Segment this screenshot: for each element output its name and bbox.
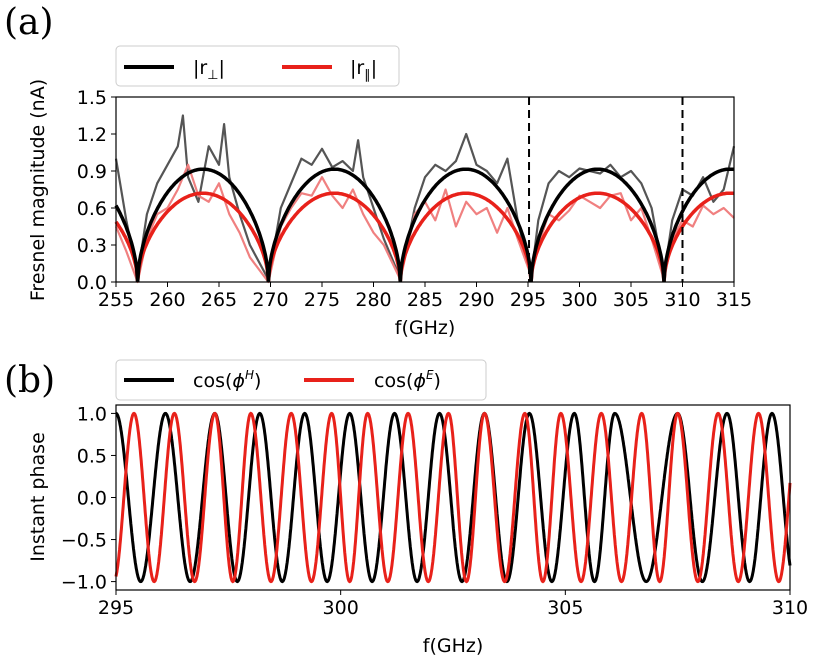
ytick-label-b-0: −1.0 xyxy=(61,572,107,594)
xtick-label-a-11: 310 xyxy=(664,289,700,311)
xticks-b: 295 300 305 310 xyxy=(98,590,808,619)
yticks-a: 0.0 0.3 0.6 0.9 1.2 1.5 xyxy=(77,87,116,294)
series-b-e xyxy=(114,411,792,584)
xtick-label-a-4: 275 xyxy=(304,289,340,311)
legend-b: cos(ϕH) cos(ϕE) xyxy=(115,359,487,401)
series-a-perp-model xyxy=(114,167,735,283)
axes-frame-a xyxy=(115,96,735,283)
xtick-label-a-0: 255 xyxy=(98,289,134,311)
xlabel-b: f(GHz) xyxy=(423,635,484,657)
legend-a-frame xyxy=(115,45,400,87)
xtick-label-a-8: 295 xyxy=(510,289,546,311)
series-a-par-model xyxy=(114,191,735,283)
series-a-2 xyxy=(114,114,736,281)
yticks-b: −1.0 −0.5 0.0 0.5 1.0 xyxy=(61,403,116,594)
legend-par-label: |r∥| xyxy=(350,57,377,83)
plot-area-a xyxy=(114,97,736,284)
xtick-label-a-6: 285 xyxy=(407,289,443,311)
xlabel-a: f(GHz) xyxy=(395,317,456,339)
ylabel-b: Instant phase xyxy=(27,432,49,562)
xtick-label-b-3: 310 xyxy=(772,597,808,619)
xtick-label-b-0: 295 xyxy=(98,597,134,619)
legend-b-frame xyxy=(115,359,487,401)
legend-h-label: cos(ϕH) xyxy=(193,368,261,392)
xtick-label-a-1: 260 xyxy=(149,289,185,311)
xtick-label-a-9: 300 xyxy=(561,289,597,311)
xtick-label-a-10: 305 xyxy=(613,289,649,311)
xtick-label-a-5: 280 xyxy=(355,289,391,311)
plot-area-b xyxy=(114,411,792,584)
panel-a-label: (a) xyxy=(4,2,54,43)
ytick-label-a-5: 1.5 xyxy=(77,87,107,109)
xtick-label-a-7: 290 xyxy=(458,289,494,311)
xticks-a: 255 260 265 270 275 280 285 290 295 300 305 310 315 xyxy=(98,282,752,311)
xtick-label-b-2: 305 xyxy=(547,597,583,619)
ytick-label-b-1: −0.5 xyxy=(61,530,107,552)
panel-b-label: (b) xyxy=(4,360,55,401)
ylabel-a: Fresnel magnitude (nA) xyxy=(27,79,49,301)
ytick-label-b-4: 1.0 xyxy=(77,403,107,425)
ytick-label-a-2: 0.6 xyxy=(77,198,107,220)
ytick-label-a-4: 1.2 xyxy=(77,124,107,146)
legend-e-label: cos(ϕE) xyxy=(374,368,441,392)
series-a-3 xyxy=(114,163,735,284)
xtick-label-a-12: 315 xyxy=(716,289,752,311)
ytick-label-b-2: 0.0 xyxy=(77,488,107,510)
ytick-label-a-0: 0.0 xyxy=(77,272,107,294)
legend-perp-label: |r⊥| xyxy=(193,57,225,83)
xtick-label-a-3: 270 xyxy=(252,289,288,311)
xtick-label-b-1: 300 xyxy=(323,597,359,619)
panel-a: (a) |r⊥| |r∥| 255 260 265 270 275 280 285 290 29… xyxy=(4,2,752,339)
panel-b: (b) cos(ϕH) cos(ϕE) 295 300 305 310 −1.0 −0.… xyxy=(4,359,808,657)
legend-a: |r⊥| |r∥| xyxy=(115,45,400,87)
ytick-label-b-3: 0.5 xyxy=(77,445,107,467)
xtick-label-a-2: 265 xyxy=(201,289,237,311)
ytick-label-a-3: 0.9 xyxy=(77,161,107,183)
ytick-label-a-1: 0.3 xyxy=(77,235,107,257)
